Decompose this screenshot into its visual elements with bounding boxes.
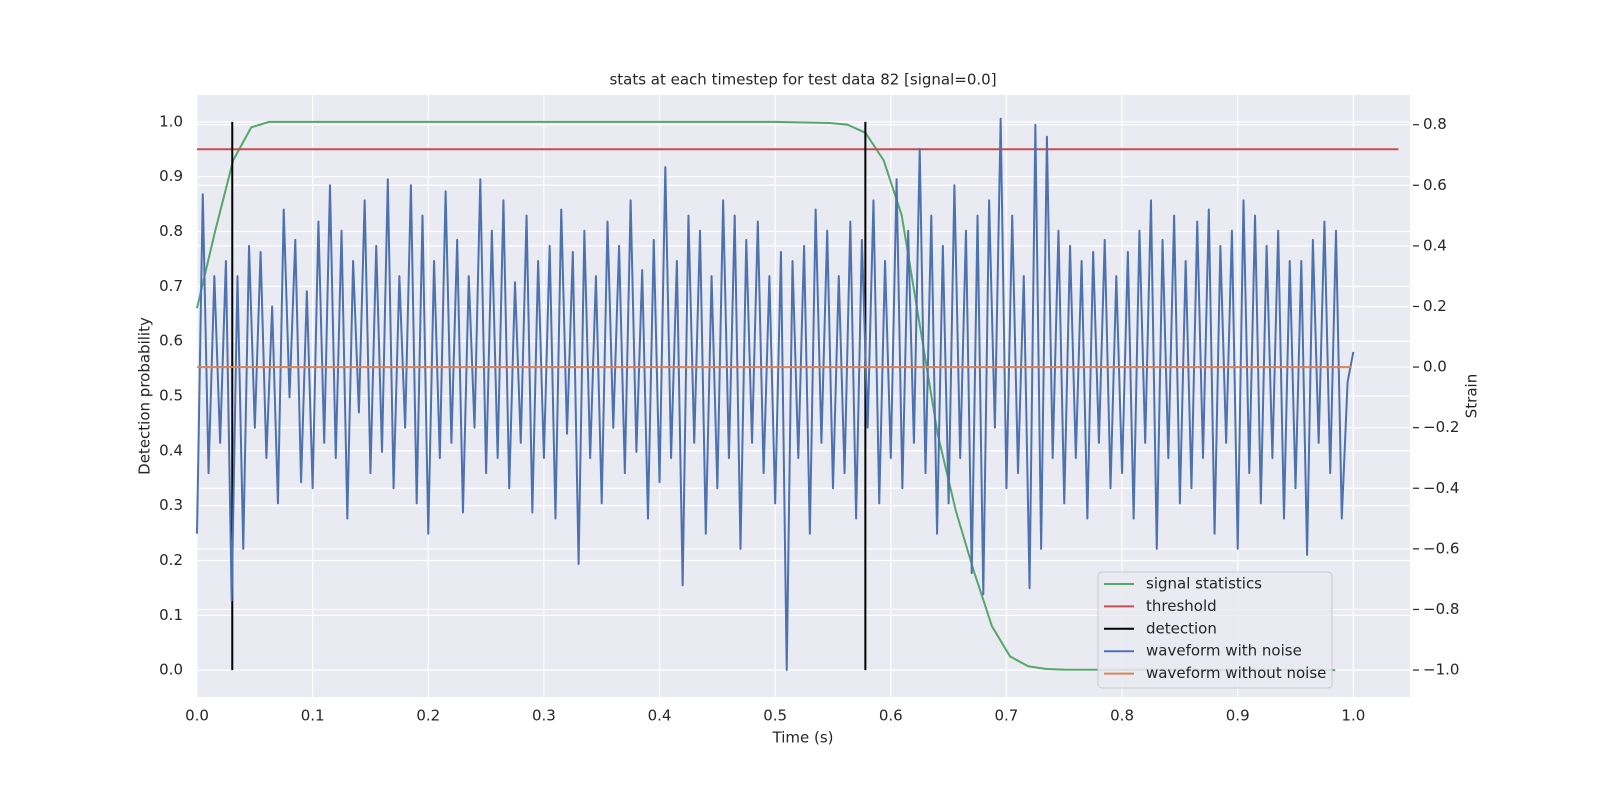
y2-tick-label: 0.6 — [1423, 176, 1447, 194]
legend-box — [1097, 571, 1333, 689]
y-tick-label: 0.8 — [159, 222, 183, 240]
x-tick-label: 0.0 — [185, 707, 209, 725]
y-tick-label: 0.1 — [159, 606, 183, 624]
y-tick-label: 0.9 — [159, 167, 183, 185]
x-tick-label: 0.8 — [1110, 707, 1134, 725]
legend-label: threshold — [1146, 597, 1217, 615]
x-tick-label: 0.9 — [1226, 707, 1250, 725]
legend-label: detection — [1146, 619, 1217, 637]
x-tick-label: 0.5 — [763, 707, 787, 725]
y-tick-label: 0.4 — [159, 441, 183, 459]
y2-tick-label: 0.2 — [1423, 297, 1447, 315]
y-tick-label: 0.7 — [159, 277, 183, 295]
y2-tick-label: −0.4 — [1423, 479, 1459, 497]
chart-title: stats at each timestep for test data 82 … — [609, 71, 996, 89]
x-tick-label: 1.0 — [1341, 707, 1365, 725]
legend-label: waveform without noise — [1146, 664, 1326, 682]
series-line — [196, 120, 1336, 672]
y-tick-label: 0.5 — [159, 387, 183, 405]
y2-axis-label: Strain — [1463, 374, 1481, 418]
y2-tick-label: −0.2 — [1423, 418, 1459, 436]
y-axis-label: Detection probability — [136, 317, 154, 475]
y-tick-label: 0.2 — [159, 551, 183, 569]
x-tick-label: 0.2 — [416, 707, 440, 725]
y-tick-label: 0.0 — [159, 661, 183, 679]
y2-tick-label: 0.8 — [1423, 115, 1447, 133]
x-tick-label: 0.4 — [648, 707, 672, 725]
y2-tick-label: −1.0 — [1423, 661, 1459, 679]
y2-tick-label: 0.4 — [1423, 236, 1447, 254]
x-tick-label: 0.7 — [995, 707, 1019, 725]
legend-label: signal statistics — [1146, 575, 1262, 593]
x-tick-label: 0.3 — [532, 707, 556, 725]
y-tick-label: 1.0 — [159, 112, 183, 130]
series-line — [196, 117, 1355, 672]
y2-tick-label: −0.8 — [1423, 600, 1459, 618]
y2-tick-label: 0.0 — [1423, 358, 1447, 376]
x-tick-label: 0.6 — [879, 707, 903, 725]
x-axis-label: Time (s) — [772, 729, 834, 747]
y-tick-label: 0.6 — [159, 332, 183, 350]
y-tick-label: 0.3 — [159, 496, 183, 514]
y2-tick-label: −0.6 — [1423, 539, 1459, 557]
x-tick-label: 0.1 — [301, 707, 325, 725]
legend-label: waveform with noise — [1146, 642, 1302, 660]
